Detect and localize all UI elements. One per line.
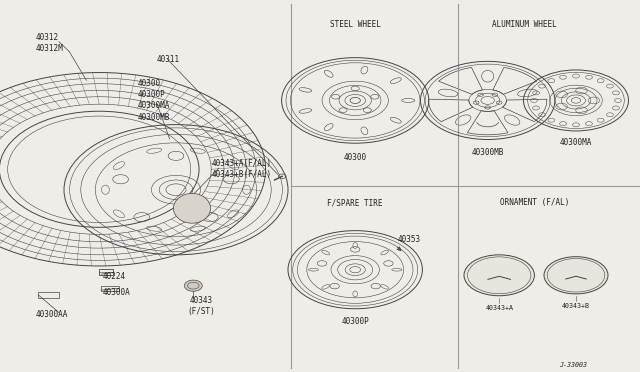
Text: 40300: 40300 <box>344 153 367 161</box>
Bar <box>101 286 119 291</box>
Text: 40300MB: 40300MB <box>472 148 504 157</box>
Text: 40300P: 40300P <box>341 317 369 326</box>
Ellipse shape <box>184 280 202 291</box>
Text: 40311: 40311 <box>157 55 180 64</box>
Text: 40312
40312M: 40312 40312M <box>35 33 63 53</box>
Text: 40300AA: 40300AA <box>35 310 68 319</box>
Text: J-33003: J-33003 <box>559 362 587 368</box>
Text: 40343
(F/ST): 40343 (F/ST) <box>188 296 216 316</box>
Ellipse shape <box>173 193 211 223</box>
Text: ORNAMENT (F/AL): ORNAMENT (F/AL) <box>500 198 569 207</box>
Text: STEEL WHEEL: STEEL WHEEL <box>330 20 381 29</box>
Text: 40300A: 40300A <box>102 288 130 296</box>
Text: 40300MA: 40300MA <box>560 138 592 147</box>
Text: 40343+A: 40343+A <box>485 305 513 311</box>
Text: 40353: 40353 <box>398 235 421 244</box>
Text: 40343+A(F/AL)
40343+B(F/AL): 40343+A(F/AL) 40343+B(F/AL) <box>211 159 271 179</box>
Text: 40343+B: 40343+B <box>562 303 590 309</box>
Text: 40224: 40224 <box>102 272 125 280</box>
Text: 40300
40300P
40300MA
40300MB: 40300 40300P 40300MA 40300MB <box>138 79 170 122</box>
Text: F/SPARE TIRE: F/SPARE TIRE <box>328 198 383 207</box>
Text: ALUMINUM WHEEL: ALUMINUM WHEEL <box>492 20 557 29</box>
Bar <box>99 269 113 275</box>
Circle shape <box>544 257 608 294</box>
Circle shape <box>464 255 534 296</box>
Bar <box>38 292 59 298</box>
